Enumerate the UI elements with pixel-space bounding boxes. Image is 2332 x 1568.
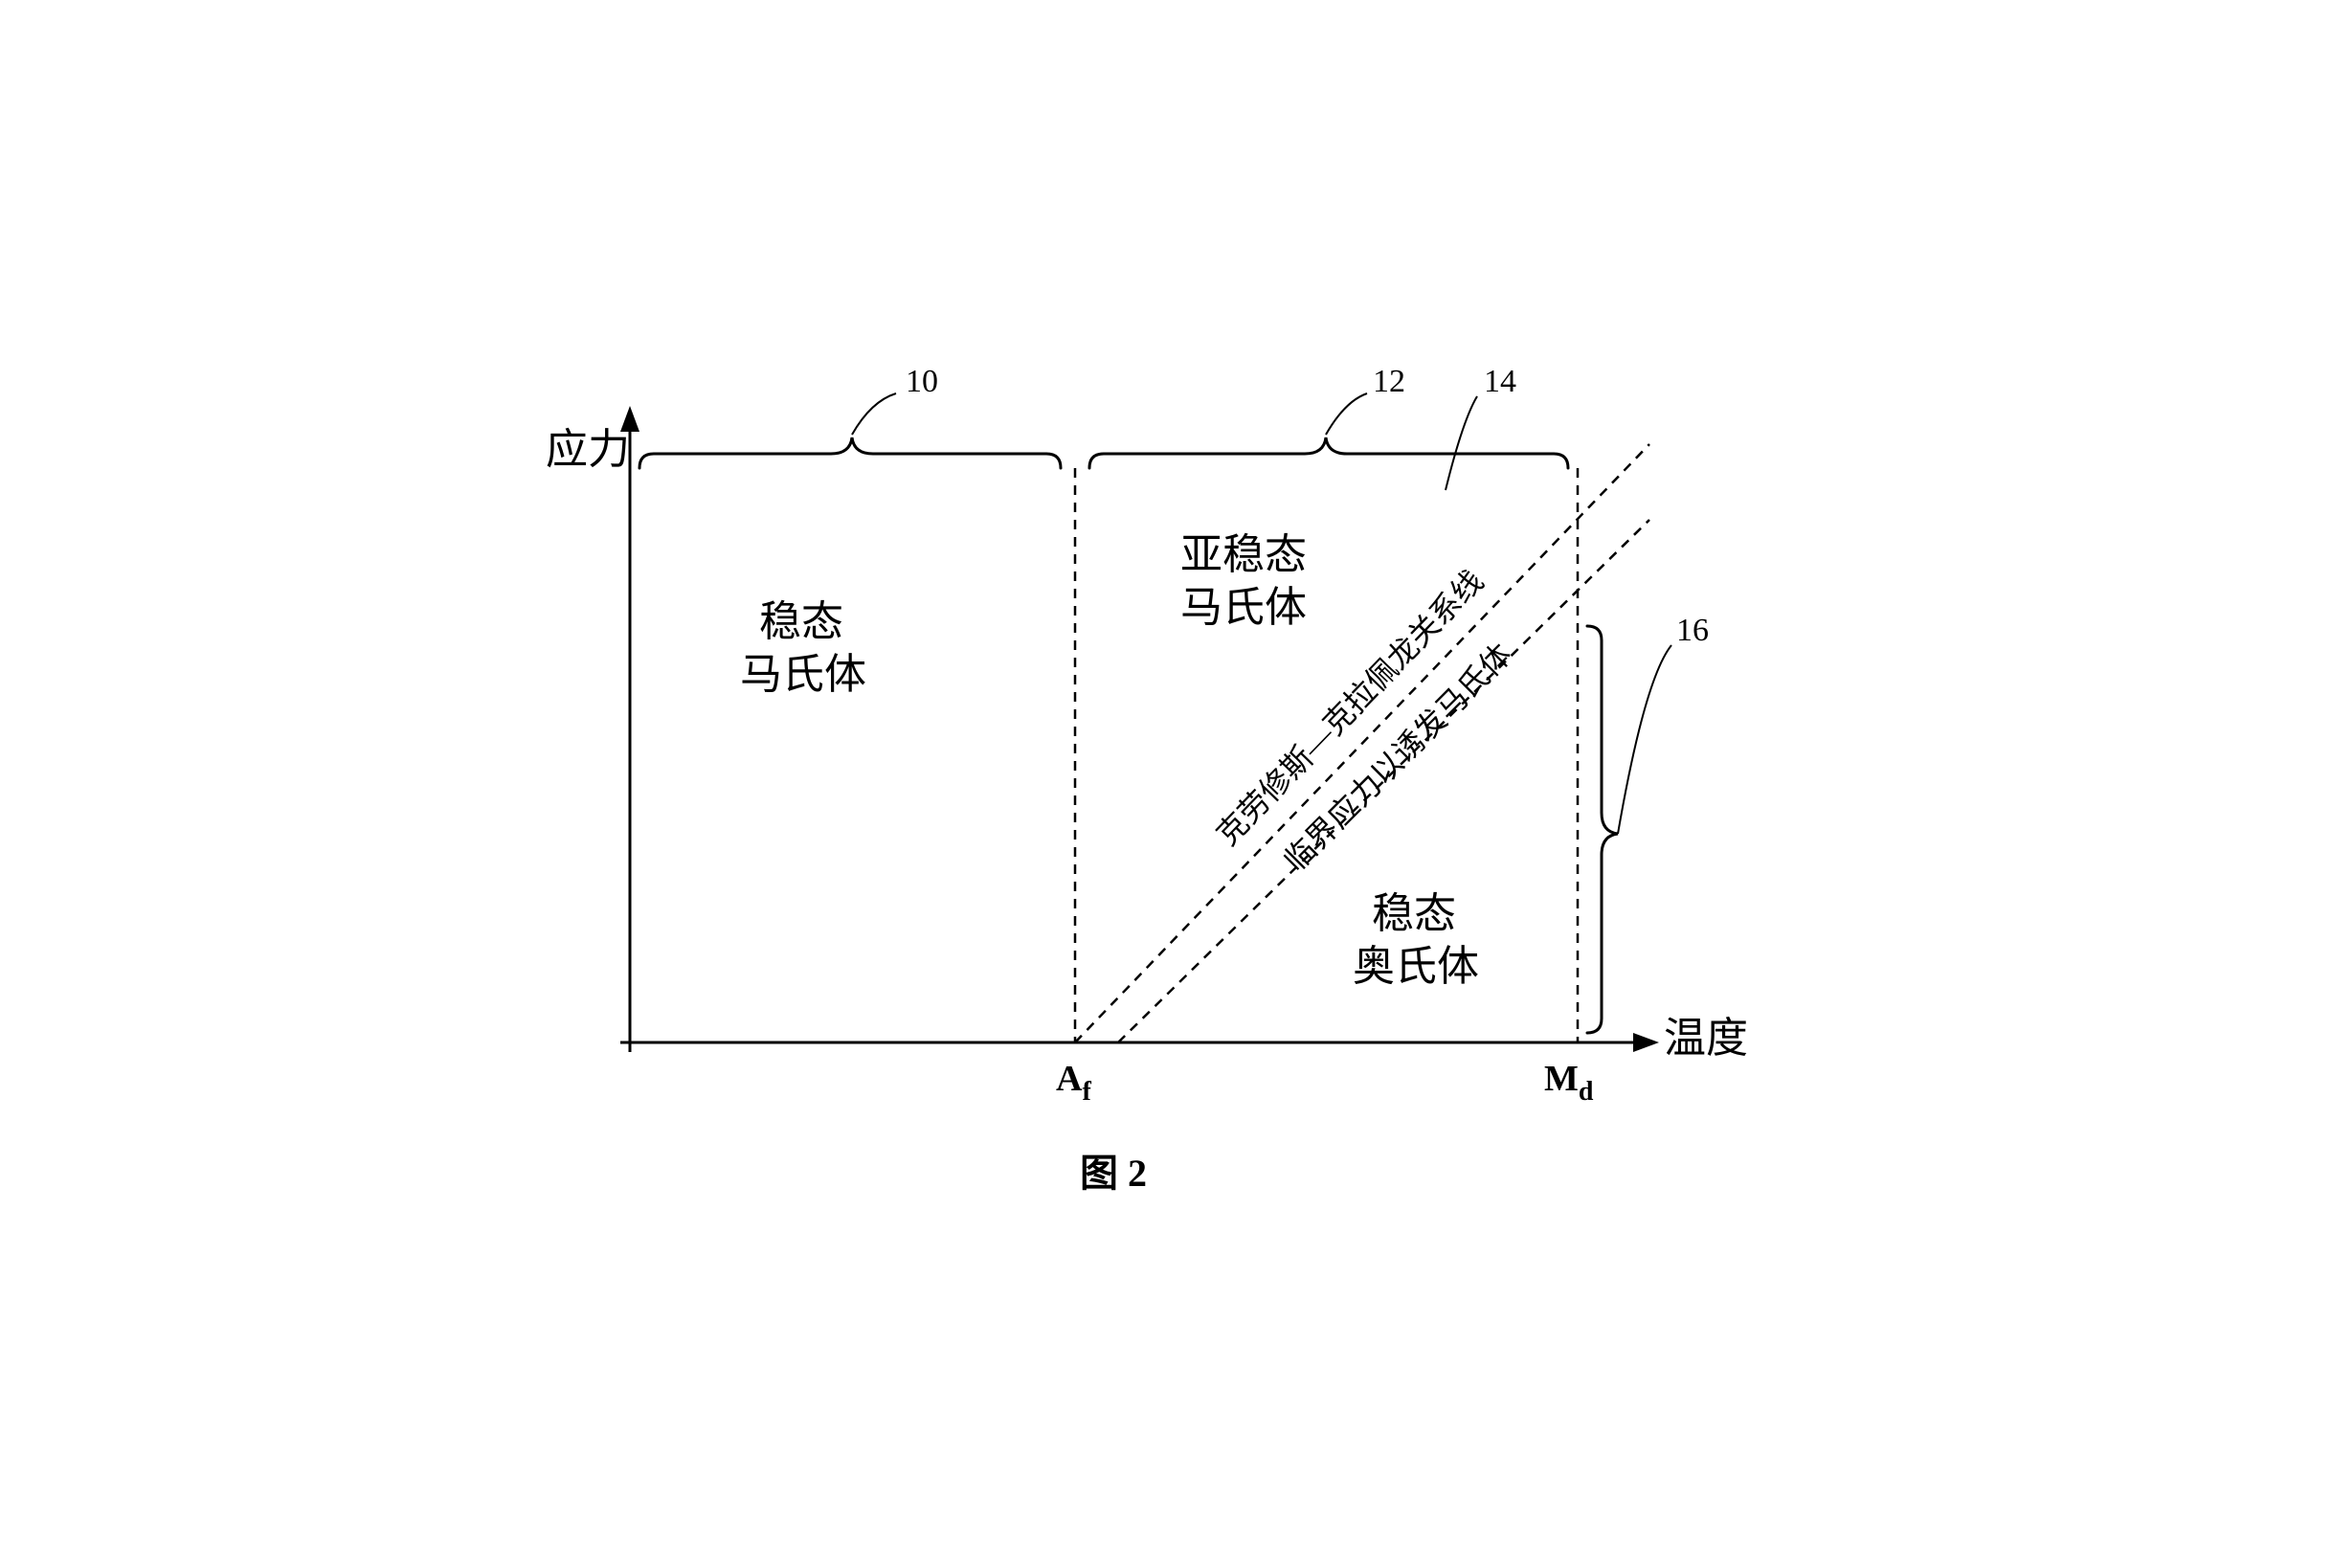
brace-12 bbox=[1089, 437, 1568, 468]
x-axis-label: 温度 bbox=[1664, 1015, 1748, 1062]
callout-10: 10 bbox=[906, 364, 938, 399]
region-metastable-martensite-l1: 亚稳态 bbox=[1180, 531, 1307, 578]
region-metastable-martensite-l2: 马氏体 bbox=[1180, 584, 1307, 631]
region-stable-martensite-l1: 稳态 bbox=[759, 598, 843, 645]
brace-10 bbox=[639, 437, 1061, 468]
region-stable-austenite-l2: 奥氏体 bbox=[1353, 943, 1479, 990]
callout-line-10 bbox=[852, 393, 896, 435]
region-stable-martensite-l2: 马氏体 bbox=[740, 651, 866, 698]
brace-16 bbox=[1587, 626, 1618, 1033]
x-axis-arrow bbox=[1633, 1033, 1659, 1052]
callout-14: 14 bbox=[1484, 364, 1516, 399]
callout-12: 12 bbox=[1373, 364, 1405, 399]
region-stable-austenite-l1: 稳态 bbox=[1372, 890, 1456, 937]
figure-caption: 图 2 bbox=[1080, 1152, 1147, 1195]
md-tick: Md bbox=[1544, 1059, 1594, 1107]
y-axis-label: 应力 bbox=[546, 426, 630, 473]
callout-line-12 bbox=[1326, 393, 1367, 435]
af-tick: Af bbox=[1056, 1059, 1091, 1107]
callout-line-16 bbox=[1618, 645, 1671, 834]
callout-16: 16 bbox=[1676, 613, 1709, 648]
diagram-svg: 克劳修斯—克拉佩龙关系线 临界应力以诱发马氏体 10 12 14 16 稳态 马… bbox=[544, 353, 1788, 1215]
callout-line-14 bbox=[1446, 396, 1477, 490]
phase-diagram: 克劳修斯—克拉佩龙关系线 临界应力以诱发马氏体 10 12 14 16 稳态 马… bbox=[544, 353, 1788, 1215]
